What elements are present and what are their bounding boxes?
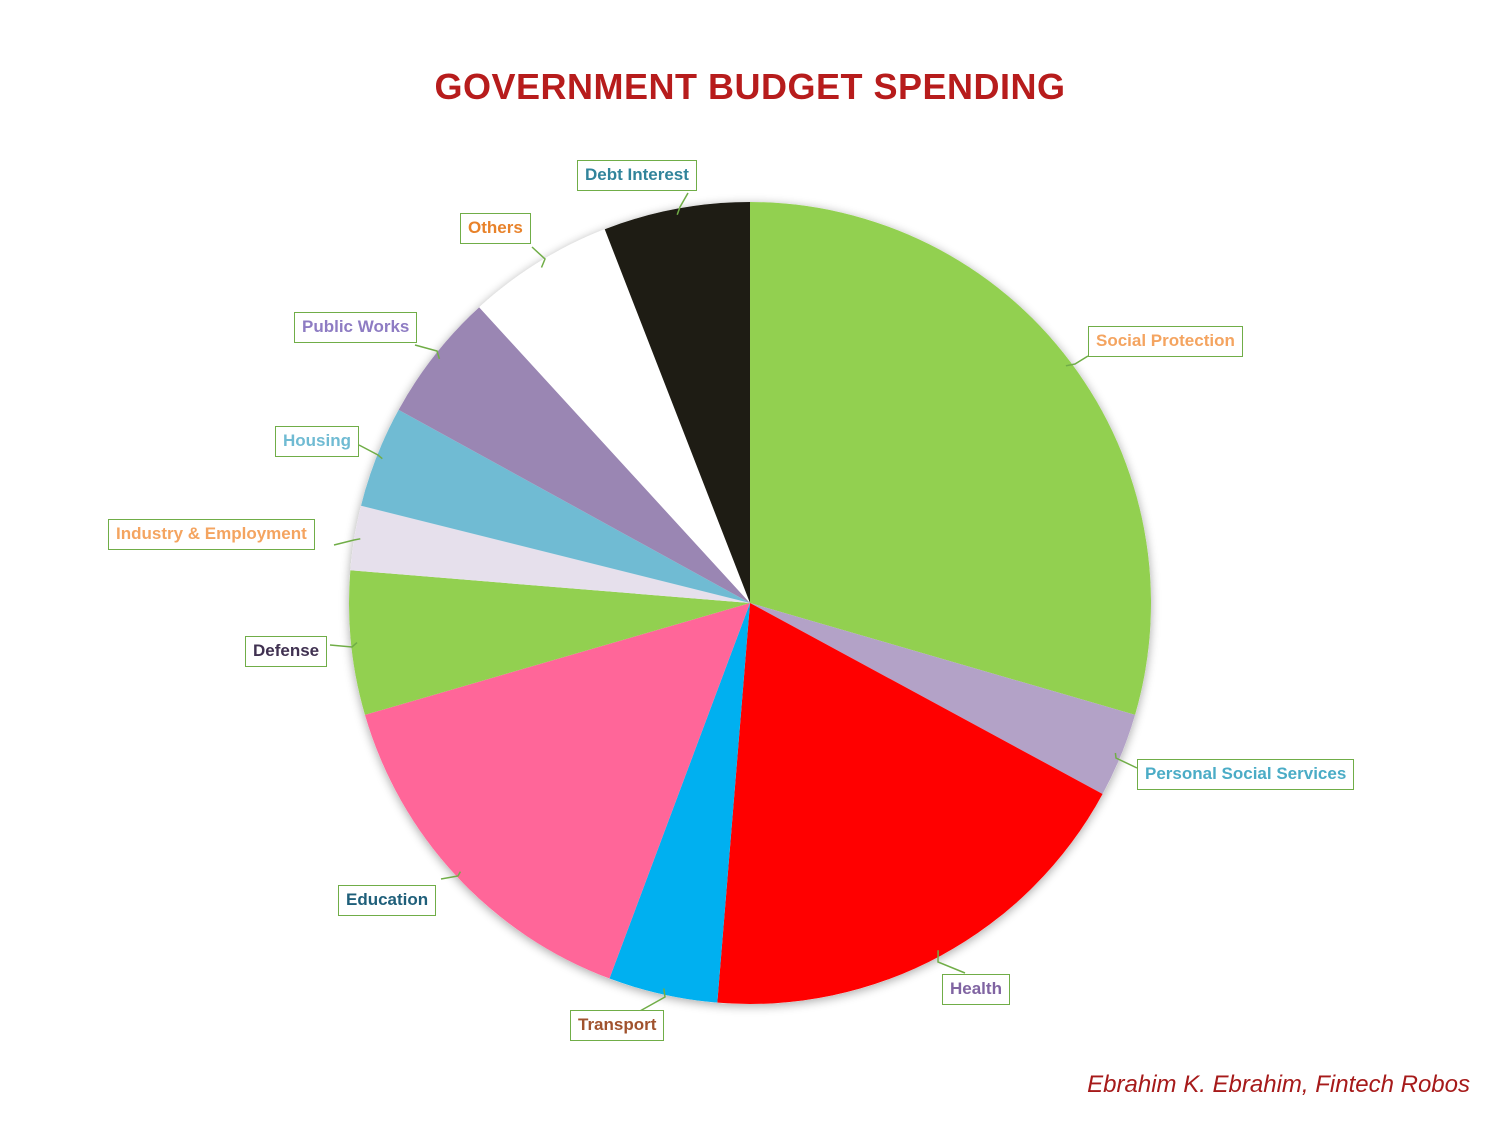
pie-slice-personal-social-services <box>750 603 1136 794</box>
pie-slice-debt-interest <box>604 202 750 603</box>
slice-label-education: Education <box>338 885 437 916</box>
slice-label-debt-interest: Debt Interest <box>577 160 697 191</box>
author-credit: Ebrahim K. Ebrahim, Fintech Robos <box>1087 1071 1470 1098</box>
slice-label-industry-employment: Industry & Employment <box>108 519 315 550</box>
pie-slice-education <box>364 603 750 979</box>
pie-slice-transport <box>609 603 750 1003</box>
leader-line <box>1114 752 1138 769</box>
pie-slices <box>349 201 1152 1004</box>
slice-label-transport: Transport <box>570 1010 665 1041</box>
pie-slice-others <box>479 229 750 604</box>
leader-line <box>531 246 546 268</box>
slice-label-housing: Housing <box>275 426 359 457</box>
leader-line <box>440 871 462 880</box>
pie-slice-public-works <box>398 307 750 603</box>
slice-label-defense: Defense <box>245 636 328 667</box>
leader-lines <box>329 192 1138 1012</box>
pie-slice-industry-employment <box>350 505 750 603</box>
chart-title: GOVERNMENT BUDGET SPENDING <box>434 66 1066 107</box>
pie-slice-social-protection <box>750 201 1152 715</box>
slice-label-health: Health <box>942 974 1010 1005</box>
slice-label-others: Others <box>460 213 531 244</box>
pie-slice-health <box>717 603 1103 1004</box>
slice-label-public-works: Public Works <box>294 312 418 343</box>
leader-line <box>333 538 361 546</box>
slice-label-social-protection: Social Protection <box>1088 326 1243 357</box>
pie-slice-housing <box>360 409 750 603</box>
leader-line <box>358 444 383 460</box>
leader-line <box>676 192 689 216</box>
leader-line <box>937 950 966 974</box>
slice-label-personal-social-services: Personal Social Services <box>1137 759 1355 790</box>
pie-slice-defense <box>349 570 750 715</box>
leader-line <box>329 642 358 648</box>
leader-line <box>1065 355 1089 367</box>
leader-line <box>414 344 441 360</box>
leader-line <box>639 988 666 1012</box>
